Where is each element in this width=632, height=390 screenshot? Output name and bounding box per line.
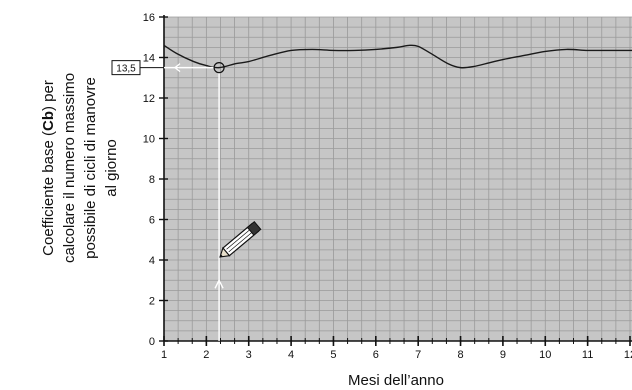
y-axis-label-line: calcolare il numero massimo — [61, 73, 78, 263]
pencil-tip — [219, 246, 231, 258]
y-tick-label: 4 — [149, 255, 155, 267]
x-tick-label: 11 — [582, 349, 593, 361]
y-axis-label-line: possibile di cicli di manovre — [82, 77, 99, 259]
y-axis-label-text: ) per — [40, 80, 57, 111]
x-tick-label: 9 — [500, 349, 506, 361]
x-tick-label: 4 — [288, 349, 294, 361]
annotation-up-arrowhead — [214, 278, 224, 289]
y-axis-label-text: Coefficiente base ( — [40, 131, 57, 256]
series — [163, 44, 632, 69]
annotation-marker — [213, 62, 225, 74]
y-axis-label: Coefficiente base (Cb) per calcolare il n… — [40, 73, 120, 263]
x-axis-label: Mesi dell’anno — [348, 372, 444, 389]
x-tick-label: 12 — [624, 349, 632, 361]
y-tick-label: 10 — [143, 134, 155, 146]
ticks: 0246810121416123456789101112 — [143, 12, 632, 361]
y-tick-label: 14 — [143, 53, 155, 65]
y-axis-label-text: al giorno — [103, 139, 120, 197]
y-axis-label-text: possibile di cicli di manovre — [82, 77, 99, 259]
x-tick-label: 2 — [203, 349, 209, 361]
pencil-icon — [219, 220, 262, 258]
y-axis-label-line: Coefficiente base (Cb) per — [40, 80, 57, 256]
y-tick-label: 12 — [143, 93, 155, 105]
pencil-stripe — [228, 229, 256, 253]
x-tick-label: 7 — [415, 349, 421, 361]
y-axis-label-group: Coefficiente base (Cb) per calcolare il n… — [40, 73, 120, 263]
y-axis-label-line: al giorno — [103, 139, 120, 197]
x-tick-label: 8 — [457, 349, 463, 361]
x-tick-label: 1 — [161, 349, 167, 361]
pencil-glyph — [219, 220, 262, 258]
pencil-stripe — [226, 227, 253, 250]
annotation-label-box — [111, 60, 141, 76]
annotation: 13,5 — [111, 60, 225, 341]
pencil-eraser — [246, 220, 262, 236]
annotation-label: 13,5 — [116, 64, 136, 75]
x-tick-label: 6 — [373, 349, 379, 361]
y-tick-label: 0 — [149, 336, 155, 348]
y-tick-label: 8 — [149, 174, 155, 186]
series-line — [163, 44, 632, 69]
pencil-lead — [220, 254, 223, 257]
annotation-left-arrowhead — [173, 63, 181, 73]
x-tick-label: 3 — [246, 349, 252, 361]
x-tick-label: 5 — [330, 349, 336, 361]
x-tick-label: 10 — [539, 349, 551, 361]
y-axis-label-bold: Cb — [40, 111, 57, 131]
y-tick-label: 16 — [143, 12, 155, 24]
y-tick-label: 2 — [149, 296, 155, 308]
y-axis-label-text: calcolare il numero massimo — [61, 73, 78, 263]
axes — [163, 15, 632, 342]
y-tick-label: 6 — [149, 215, 155, 227]
